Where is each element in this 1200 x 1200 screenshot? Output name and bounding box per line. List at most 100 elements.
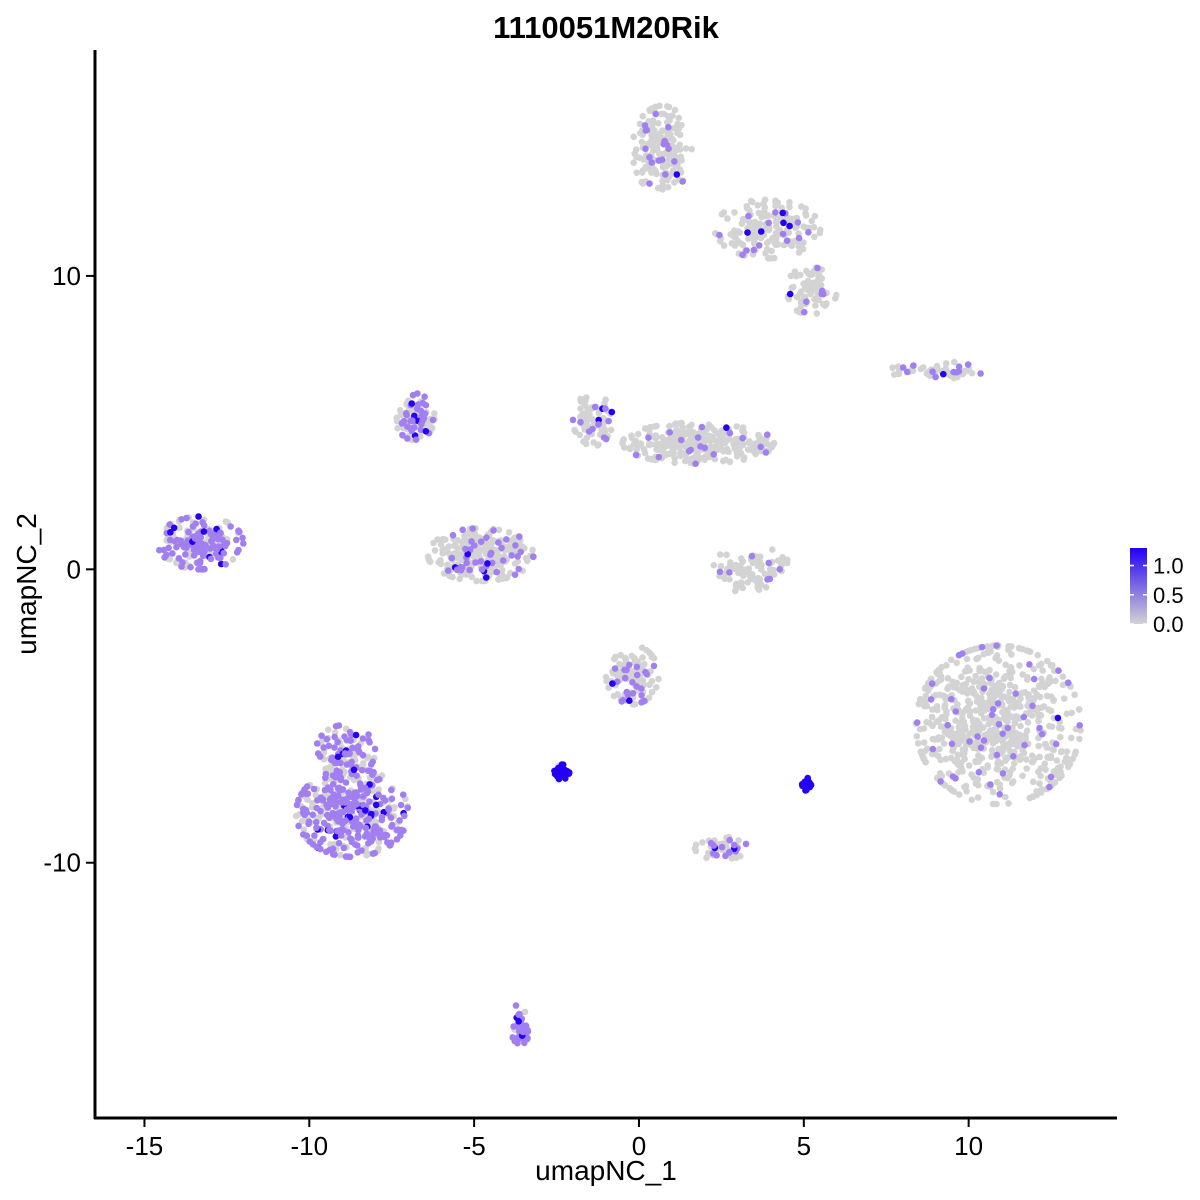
cell-point-expressed: [966, 738, 973, 745]
cell-point: [671, 459, 678, 467]
cell-point: [735, 837, 742, 844]
cell-point-expressed: [786, 222, 793, 230]
cell-point-expressed: [625, 661, 633, 669]
cell-point: [635, 442, 642, 450]
cell-point: [962, 680, 970, 688]
cell-point-expressed: [353, 772, 361, 779]
cell-point: [933, 362, 941, 370]
cell-point: [949, 678, 956, 686]
cell-point-expressed: [1004, 724, 1012, 732]
cell-point-expressed: [380, 808, 388, 816]
cell-point-expressed: [748, 552, 756, 560]
cell-point-expressed: [378, 813, 386, 821]
cell-point: [427, 558, 434, 565]
cell-point: [1024, 676, 1031, 683]
cell-point: [732, 580, 740, 588]
cell-point: [685, 423, 693, 431]
cell-point-expressed: [772, 209, 779, 216]
cell-point: [989, 788, 997, 796]
cell-point-expressed: [388, 786, 395, 794]
cell-point-expressed: [742, 840, 750, 848]
cell-point: [655, 120, 662, 127]
cell-point-expressed: [360, 801, 367, 809]
cell-point-expressed: [716, 568, 724, 576]
cell-point: [1010, 735, 1018, 743]
cell-point: [1029, 778, 1037, 786]
cell-point-expressed: [398, 420, 406, 427]
cell-point-expressed: [469, 525, 477, 532]
cell-point-expressed: [713, 852, 720, 859]
cell-point: [1023, 727, 1031, 735]
colorbar-gradient: [1130, 548, 1147, 624]
cell-point: [956, 728, 963, 735]
cell-point: [439, 546, 446, 554]
cell-point: [941, 701, 949, 709]
cell-point-expressed: [319, 796, 327, 803]
cell-point-expressed: [677, 436, 685, 444]
cell-point: [986, 666, 993, 674]
cell-point: [922, 702, 930, 709]
cell-point-expressed: [516, 1010, 523, 1018]
cell-point: [767, 570, 774, 577]
cell-point: [1064, 755, 1071, 763]
cell-point: [744, 568, 751, 576]
cell-point-expressed: [309, 841, 317, 848]
cell-point-expressed: [755, 242, 763, 249]
cell-point-expressed: [937, 778, 944, 785]
cell-point: [916, 696, 924, 703]
cell-point-expressed: [621, 666, 628, 674]
cell-point: [1047, 754, 1055, 762]
cell-point: [948, 786, 955, 794]
cell-point: [777, 557, 784, 565]
cell-point: [810, 224, 818, 231]
cell-point: [1057, 768, 1064, 776]
cell-point-expressed: [341, 799, 349, 806]
y-axis-ticks: -10 0 10: [43, 261, 95, 878]
cell-point-expressed: [335, 839, 343, 847]
cell-point: [738, 220, 746, 227]
cell-point-expressed: [944, 721, 951, 729]
cell-point-expressed: [347, 737, 355, 744]
cell-point: [937, 723, 945, 730]
cell-point-expressed: [499, 557, 507, 564]
cell-point: [976, 700, 983, 707]
cell-point-expressed: [726, 569, 733, 576]
cell-point-expressed: [739, 251, 746, 259]
cell-point: [391, 804, 398, 811]
cell-point: [1035, 742, 1042, 750]
cell-point-expressed: [404, 435, 411, 442]
cell-point: [1022, 756, 1030, 763]
cell-point-expressed: [795, 234, 803, 242]
cell-point-expressed: [974, 733, 981, 740]
colorbar-label: 1.0: [1153, 554, 1184, 579]
cell-point: [517, 542, 524, 549]
cell-point-expressed: [899, 364, 907, 371]
cell-point: [1004, 718, 1011, 726]
cell-point: [797, 290, 804, 298]
cell-point: [603, 677, 610, 685]
cell-point: [965, 647, 973, 654]
cell-point-expressed: [422, 401, 430, 409]
cell-point: [653, 684, 660, 691]
cell-point-expressed: [483, 574, 490, 581]
cell-point: [685, 440, 692, 447]
cell-point: [1030, 687, 1038, 694]
cell-point: [471, 530, 479, 537]
cell-point: [529, 546, 536, 554]
cell-point: [364, 753, 372, 761]
cell-point-expressed: [913, 719, 921, 726]
cell-point: [649, 117, 657, 124]
cell-point-expressed: [519, 1028, 527, 1036]
cell-point: [1024, 702, 1031, 710]
cell-point: [965, 707, 972, 714]
cell-point: [924, 687, 932, 694]
cell-point: [431, 547, 439, 554]
cell-point-expressed: [948, 695, 955, 703]
cell-point-expressed: [449, 531, 457, 539]
cell-point-expressed: [400, 827, 407, 834]
cell-point: [972, 672, 979, 680]
cell-point: [787, 272, 795, 280]
cell-point: [769, 234, 776, 242]
cell-point-expressed: [239, 534, 246, 542]
cell-point: [762, 584, 770, 591]
